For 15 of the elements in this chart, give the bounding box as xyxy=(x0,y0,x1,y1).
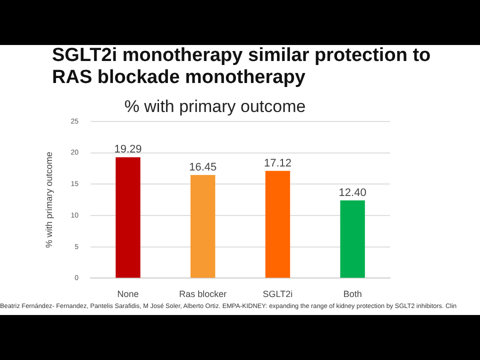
x-tick-label: None xyxy=(117,289,139,300)
bar xyxy=(116,157,140,278)
bar xyxy=(265,170,290,278)
chart-title: % with primary outcome xyxy=(124,96,306,116)
chart-subtitle: SGLT2i monotherapy similar protection to RAS blockade monotherapy xyxy=(52,45,432,89)
data-label: 12.40 xyxy=(338,186,366,199)
y-axis-title: % with primary outcome xyxy=(44,152,54,248)
bar xyxy=(340,200,365,278)
data-label: 19.29 xyxy=(114,144,142,156)
x-tick-label: SGLT2i xyxy=(262,289,293,300)
data-label: 17.12 xyxy=(264,157,292,170)
x-tick-label: Both xyxy=(343,289,362,300)
x-tick-label: Ras blocker xyxy=(179,289,227,300)
bar xyxy=(190,175,216,278)
data-label: 16.45 xyxy=(189,162,217,174)
